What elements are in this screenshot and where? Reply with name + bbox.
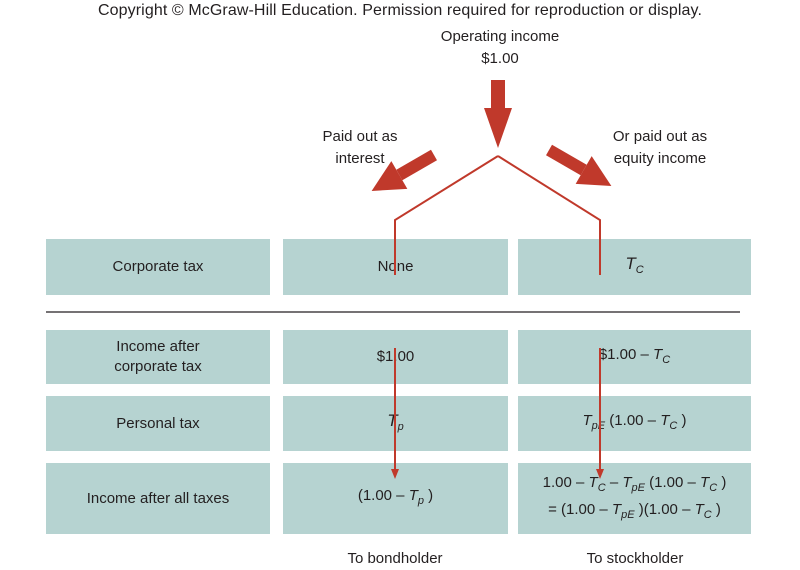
bond-personal-tax-value: Tp	[387, 410, 404, 433]
interest-branch-line1: Paid out as	[322, 128, 398, 145]
row-label-income-after-corporate-tax: Income after corporate tax	[46, 330, 270, 384]
row-label-personal-tax-text: Personal tax	[116, 414, 200, 432]
stock-income-after-all-cell: 1.00 – TC – TpE (1.00 – TC ) = (1.00 – T…	[518, 463, 751, 534]
row-label-income-after-all-taxes: Income after all taxes	[46, 463, 270, 534]
stock-income-after-all-line2: = (1.00 – TpE )(1.00 – TC )	[548, 500, 721, 521]
equity-branch-arrow	[546, 144, 612, 186]
stock-income-after-corp-value: $1.00 – TC	[598, 345, 671, 366]
row-label-income-after-line2: corporate tax	[114, 358, 202, 375]
interest-branch-label: Paid out as interest	[290, 126, 430, 170]
stock-corporate-tax-value: TC	[625, 254, 644, 276]
bond-income-after-all-value: (1.00 – Tp )	[357, 487, 434, 507]
stock-corporate-tax-cell: TC	[518, 239, 751, 295]
interest-branch-arrow	[371, 149, 437, 191]
stock-income-after-all-line1: 1.00 – TC – TpE (1.00 – TC )	[542, 473, 727, 494]
to-stockholder-label: To stockholder	[586, 550, 684, 567]
stock-personal-tax-cell: TpE (1.00 – TC )	[518, 396, 751, 451]
equity-branch-line2: equity income	[613, 150, 707, 167]
operating-income-value: $1.00	[481, 50, 519, 67]
interest-branch-line2: interest	[335, 150, 385, 167]
stock-personal-tax-value: TpE (1.00 – TC )	[582, 412, 687, 432]
equity-branch-label: Or paid out as equity income	[580, 126, 740, 170]
row-label-income-after-line1: Income after	[116, 338, 200, 355]
copyright-notice: Copyright © McGraw-Hill Education. Permi…	[97, 2, 703, 19]
interest-branch-line	[394, 155, 499, 275]
row-label-corporate-tax: Corporate tax	[46, 239, 270, 295]
operating-income-text: Operating income	[440, 28, 560, 45]
stock-income-after-corp-cell: $1.00 – TC	[518, 330, 751, 384]
row-label-corporate-tax-text: Corporate tax	[112, 258, 204, 275]
row-label-income-after-all-text: Income after all taxes	[86, 489, 230, 507]
row-label-personal-tax: Personal tax	[46, 396, 270, 451]
operating-income-label: Operating income $1.00	[400, 26, 600, 70]
equity-branch-line1: Or paid out as	[612, 128, 708, 145]
operating-income-down-arrow	[484, 80, 512, 148]
equity-branch-line	[497, 155, 601, 275]
to-bondholder-label: To bondholder	[347, 550, 443, 567]
